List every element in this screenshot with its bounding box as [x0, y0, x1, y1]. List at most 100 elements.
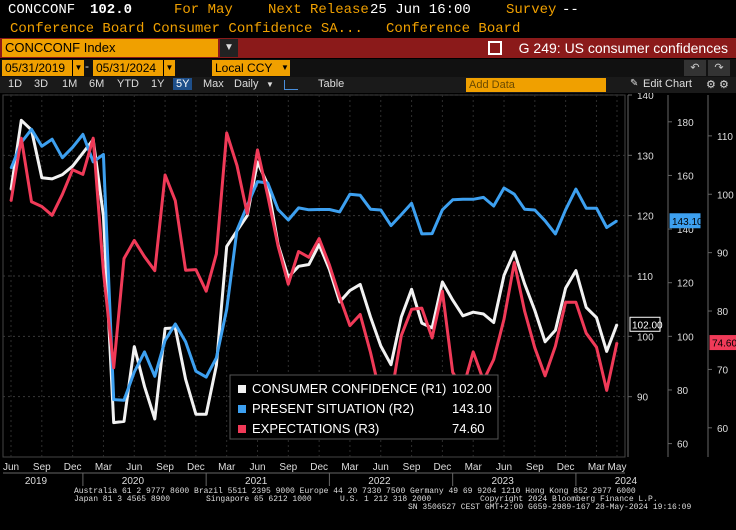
- data-point: [359, 194, 362, 197]
- range-1d[interactable]: 1D: [8, 78, 23, 90]
- footer-line-2b: Singapore 65 6212 1000: [206, 495, 312, 504]
- data-point: [308, 256, 310, 259]
- edit-chart-button[interactable]: Edit Chart: [643, 78, 692, 90]
- currency-dropdown-icon[interactable]: ▼: [280, 60, 290, 76]
- end-date-input[interactable]: 05/31/2024: [93, 60, 163, 76]
- date-separator: -: [85, 59, 89, 73]
- data-point: [308, 208, 310, 211]
- data-point: [585, 207, 587, 209]
- data-point: [236, 229, 238, 231]
- data-point: [421, 307, 423, 309]
- data-point: [441, 290, 444, 292]
- data-point: [328, 264, 331, 266]
- footer-line-2a: Japan 81 3 4565 8900: [74, 495, 171, 504]
- data-point: [164, 327, 166, 330]
- redo-icon[interactable]: ↷: [708, 60, 730, 76]
- data-point: [369, 316, 372, 318]
- data-point: [564, 287, 567, 289]
- data-point: [184, 340, 187, 343]
- undo-icon[interactable]: ↶: [684, 60, 706, 76]
- data-point: [523, 283, 526, 285]
- data-point: [51, 178, 53, 180]
- data-point: [61, 173, 64, 176]
- data-point: [102, 214, 105, 217]
- data-point: [482, 196, 485, 199]
- x-tick-label: Jun: [3, 462, 19, 473]
- data-point: [195, 268, 197, 271]
- data-point: [102, 270, 105, 273]
- data-point: [503, 274, 505, 277]
- frequency-select[interactable]: Daily: [234, 78, 259, 90]
- settings-icon[interactable]: ⚙: [706, 79, 716, 91]
- x-tick-label: Jun: [249, 462, 265, 473]
- data-point: [266, 195, 269, 197]
- data-point: [349, 324, 351, 327]
- data-point: [462, 198, 464, 201]
- chart-type-icon[interactable]: [284, 80, 298, 90]
- data-point: [482, 313, 485, 315]
- x-tick-label: Mar: [218, 462, 236, 473]
- edit-icon[interactable]: ✎: [630, 78, 639, 89]
- currency-select[interactable]: Local CCY: [212, 60, 288, 76]
- frequency-dropdown-icon[interactable]: ▼: [266, 80, 274, 89]
- security-dropdown-icon[interactable]: ▼: [220, 39, 238, 57]
- data-point: [297, 250, 300, 253]
- last-value-tag: 74.60: [712, 339, 736, 350]
- data-point: [195, 413, 197, 415]
- y-tick-label-r2: 140: [677, 225, 694, 236]
- data-point: [421, 322, 423, 324]
- y-tick-label-r1: 120: [637, 212, 654, 223]
- y-tick-label-r3: 100: [717, 190, 734, 201]
- data-point: [205, 376, 207, 378]
- ticker[interactable]: CONCCONF: [8, 2, 76, 18]
- chart-area[interactable]: Jun Sep Dec Mar Jun Sep Dec Mar Jun Sep Dec Mar Jun S…: [0, 93, 736, 486]
- range-5y[interactable]: 5Y: [173, 78, 193, 90]
- data-point: [575, 188, 577, 190]
- range-1m[interactable]: 1M: [62, 78, 78, 90]
- range-6m[interactable]: 6M: [89, 78, 105, 90]
- data-point: [20, 137, 23, 140]
- data-point: [215, 253, 218, 255]
- data-point: [513, 251, 516, 253]
- data-point: [318, 208, 320, 211]
- data-point: [20, 119, 23, 122]
- data-point: [225, 132, 228, 134]
- footer-line-1: Australia 61 2 9777 8600 Brazil 5511 239…: [74, 487, 636, 496]
- data-point: [462, 315, 464, 317]
- legend-value-present-situation: 143.10: [452, 401, 492, 416]
- y-tick-label-r3: 110: [717, 132, 733, 143]
- security-input[interactable]: CONCCONF Index: [2, 39, 218, 57]
- range-3d[interactable]: 3D: [34, 78, 49, 90]
- data-point: [30, 201, 33, 203]
- x-tick-label: Jun: [496, 462, 512, 473]
- data-point: [184, 269, 187, 271]
- x-tick-label: Dec: [557, 462, 575, 473]
- header-line-1: CONCCONF 102.0 For May Next Release 25 J…: [0, 0, 736, 20]
- data-point: [297, 207, 300, 209]
- start-date-input[interactable]: 05/31/2019: [2, 60, 72, 76]
- start-date-dropdown-icon[interactable]: ▼: [72, 60, 84, 76]
- popout-icon[interactable]: [488, 41, 502, 55]
- legend-swatch-expectations: [238, 425, 246, 433]
- table-button[interactable]: Table: [318, 78, 345, 90]
- data-point: [195, 370, 197, 372]
- legend-swatch-consumer-confidence: [238, 385, 246, 393]
- range-max[interactable]: Max: [203, 78, 224, 90]
- x-tick-label: Sep: [279, 462, 297, 473]
- data-point: [236, 164, 238, 167]
- data-point: [390, 363, 392, 366]
- data-point: [153, 375, 156, 378]
- data-point: [82, 133, 84, 136]
- data-point: [534, 209, 536, 211]
- data-point: [225, 308, 228, 311]
- range-1y[interactable]: 1Y: [151, 78, 165, 90]
- end-date-dropdown-icon[interactable]: ▼: [163, 60, 175, 76]
- year-label: 2024: [615, 476, 638, 486]
- data-point: [554, 329, 557, 332]
- data-point: [441, 208, 444, 211]
- range-ytd[interactable]: YTD: [117, 78, 139, 90]
- data-point: [41, 145, 43, 148]
- add-data-input[interactable]: Add Data: [466, 78, 606, 92]
- data-point: [266, 182, 269, 184]
- gear-icon[interactable]: ⚙: [719, 79, 729, 91]
